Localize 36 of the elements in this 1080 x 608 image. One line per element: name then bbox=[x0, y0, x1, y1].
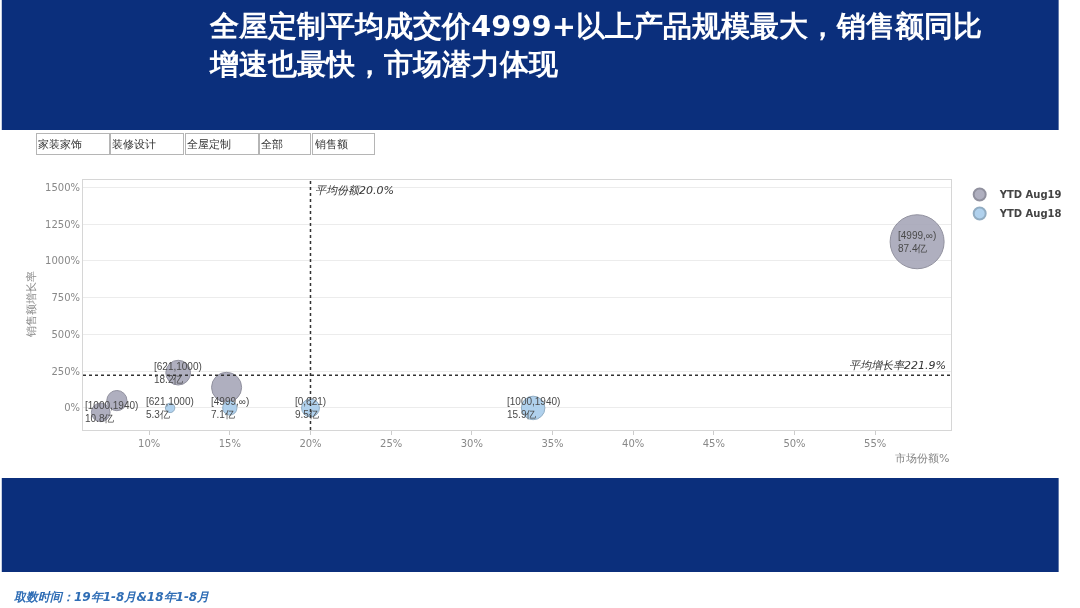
y-tick-label: 250% bbox=[51, 365, 80, 377]
x-tick-label: 40% bbox=[622, 438, 645, 449]
y-tick-label: 750% bbox=[51, 292, 80, 304]
x-tick-label: 15% bbox=[218, 438, 241, 449]
text: 取数时间：19年1-8月&18年1-8月 bbox=[14, 590, 210, 604]
text: 全部 bbox=[261, 137, 283, 151]
data-label: [4999,∞) 87.4亿 bbox=[898, 230, 937, 254]
ref-line-label: 平均份额20.0% bbox=[315, 184, 394, 197]
y-tick-label: 1000% bbox=[45, 255, 80, 267]
x-tick-label: 20% bbox=[299, 438, 322, 449]
legend-label: YTD Aug19 bbox=[998, 189, 1062, 201]
x-tick-label: 55% bbox=[864, 438, 887, 449]
y-tick-label: 500% bbox=[51, 328, 80, 340]
text: 家装家饰 bbox=[38, 137, 82, 151]
data-label: [621,1000) 5.3亿 bbox=[146, 396, 194, 420]
legend-label: YTD Aug18 bbox=[998, 208, 1062, 220]
chart-title: 全屋定制平均成交价4999+以上产品规模最大，销售额同比增速也最快，市场潜力体现 bbox=[208, 9, 983, 81]
x-tick-label: 35% bbox=[541, 438, 564, 449]
x-tick-label: 10% bbox=[138, 438, 161, 449]
text: 销售额 bbox=[314, 137, 348, 151]
data-label: [0,621) 9.5亿 bbox=[295, 396, 327, 420]
ref-line-label: 平均增长率221.9% bbox=[849, 359, 946, 372]
text: 全屋定制 bbox=[187, 137, 231, 151]
y-axis-title: 销售额增长率 bbox=[25, 271, 39, 339]
x-tick-label: 25% bbox=[380, 438, 403, 449]
x-tick-label: 45% bbox=[702, 438, 725, 449]
y-tick-label: 1250% bbox=[45, 218, 80, 230]
x-tick-label: 30% bbox=[460, 438, 483, 449]
y-tick-label: 1500% bbox=[45, 181, 80, 193]
data-label: [4999,∞) 7.1亿 bbox=[211, 396, 250, 420]
data-label: [1000,1940) 15.9亿 bbox=[507, 396, 561, 420]
text: 装修设计 bbox=[112, 137, 156, 151]
x-tick-label: 50% bbox=[783, 438, 806, 449]
data-label: [621,1000) 18.2亿 bbox=[154, 361, 202, 385]
x-axis-title: 市场份额% bbox=[895, 452, 950, 465]
y-tick-label: 0% bbox=[64, 402, 80, 414]
